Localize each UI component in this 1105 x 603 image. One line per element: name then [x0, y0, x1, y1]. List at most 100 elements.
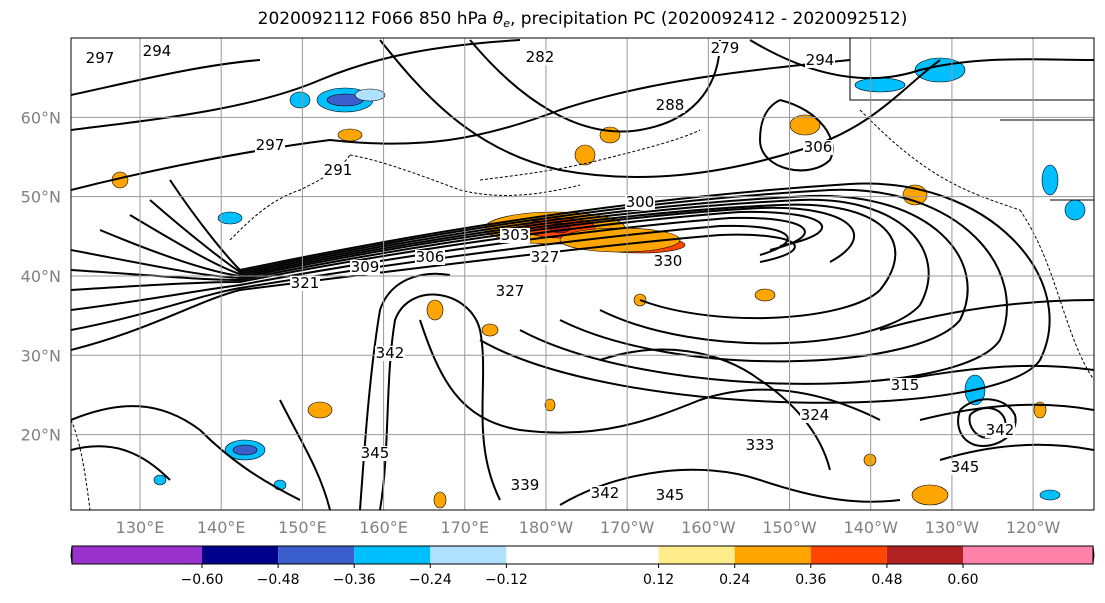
theta-e-contour [279, 399, 331, 510]
contour-label: 342 [591, 484, 620, 502]
contour-label-bg [985, 423, 1015, 438]
precip-area [1064, 199, 1086, 221]
theta-e-contour [559, 468, 901, 506]
theta-e-contour [71, 224, 789, 331]
contour-label-bg [360, 446, 390, 461]
contour-label: 306 [416, 248, 445, 266]
contour-label: 294 [806, 51, 835, 69]
colorbar-segment [354, 546, 431, 564]
contour-label: 324 [801, 406, 830, 424]
contour-label: 327 [496, 282, 525, 300]
contour-label: 333 [746, 436, 775, 454]
coastline [479, 129, 701, 181]
contour-label: 294 [143, 42, 172, 60]
contour-label: 306 [804, 138, 833, 156]
precip-area [1041, 164, 1059, 196]
contour-label-bg [803, 140, 833, 155]
contour-label: 321 [291, 274, 320, 292]
lon-label: 120°W [1006, 518, 1061, 537]
lon-label: 130°E [116, 518, 165, 537]
colorbar-segment [886, 546, 963, 564]
contour-label-bg [415, 250, 445, 265]
contour-label-bg [510, 478, 540, 493]
colorbar-tick-label: −0.60 [181, 572, 224, 588]
lat-label: 20°N [21, 426, 61, 445]
colorbar-segment [278, 546, 355, 564]
lon-label: 150°W [762, 518, 817, 537]
contour-label-bg [590, 486, 620, 501]
colorbar-segment [658, 546, 735, 564]
contour-label-bg [525, 50, 555, 65]
lon-label: 150°E [278, 518, 327, 537]
contour-label-bg [625, 195, 655, 210]
contour-label: 342 [376, 344, 405, 362]
colorbar-tick-label: 0.24 [719, 572, 750, 588]
precip-area [354, 88, 386, 102]
precip-area [433, 491, 447, 509]
lon-label: 140°W [844, 518, 899, 537]
precip-area [337, 128, 363, 142]
colorbar-tick-label: −0.48 [257, 572, 300, 588]
contour-label-bg [323, 163, 353, 178]
coastline [71, 419, 91, 510]
precip-area [911, 484, 949, 506]
precip-area [1033, 401, 1047, 419]
theta-e-contour [379, 293, 501, 510]
colorbar-segment [963, 546, 1093, 564]
lon-label: 160°E [359, 518, 408, 537]
colorbar: −0.60 −0.48 −0.36 −0.24 −0.12 0.12 0.24 0.36 0.4… [70, 545, 1095, 588]
theta-e-contour [99, 198, 930, 345]
colorbar-segment [430, 546, 507, 564]
theta-e-contour [899, 364, 1094, 381]
lon-label: 170°E [440, 518, 489, 537]
colorbar-segment [734, 546, 811, 564]
coastline [349, 154, 581, 196]
colorbar-segment [72, 546, 202, 564]
contour-label-bg [530, 250, 560, 265]
precip-area [854, 77, 906, 93]
theta-e-contour [71, 210, 823, 291]
contour-label: 300 [626, 193, 655, 211]
contour-label: 303 [501, 226, 530, 244]
colorbar-tick-label: 0.48 [871, 572, 902, 588]
contour-label: 291 [324, 161, 353, 179]
precip-area [1039, 489, 1061, 501]
precip-area [863, 453, 877, 467]
colorbar-tick-label: −0.36 [333, 572, 376, 588]
contour-label-bg [800, 408, 830, 423]
precip-area [217, 211, 243, 225]
theta-e-contour [599, 348, 831, 471]
contour-label-bg [375, 346, 405, 361]
theta-e-contour [71, 445, 171, 481]
colorbar-tick-label: −0.12 [485, 572, 528, 588]
contour-label-bg [495, 284, 525, 299]
coastlines [71, 38, 1094, 510]
longitude-labels: 130°E 140°E 150°E 160°E 170°E 180°W 170°W 160°W… [116, 518, 1061, 537]
theta-e-contour [71, 59, 261, 96]
contour-label: 279 [711, 39, 740, 57]
lon-label: 140°E [197, 518, 246, 537]
theta-e-contour [71, 203, 897, 320]
contour-label-bg [290, 276, 320, 291]
contour-label-bg [710, 41, 740, 56]
coastline [859, 109, 1021, 211]
precip-area [426, 299, 444, 321]
precip-area [481, 323, 499, 337]
theta-e-contour [758, 99, 834, 172]
contour-label-bg [655, 488, 685, 503]
theta-e-contour [879, 299, 1094, 331]
chart-title: 2020092112 F066 850 hPa θe, precipitatio… [0, 9, 1105, 30]
contour-label-bg [653, 254, 683, 269]
lat-label: 30°N [21, 346, 61, 365]
coastline [849, 38, 1094, 101]
theta-e-contour [71, 216, 806, 311]
lon-label: 160°W [681, 518, 736, 537]
title-prefix: 2020092112 F066 850 hPa [257, 9, 493, 29]
contour-label: 315 [891, 376, 920, 394]
precip-area [754, 288, 776, 302]
theta-e-contour [379, 39, 941, 179]
contour-label: 282 [526, 48, 555, 66]
theta-e-contour [749, 39, 1094, 80]
